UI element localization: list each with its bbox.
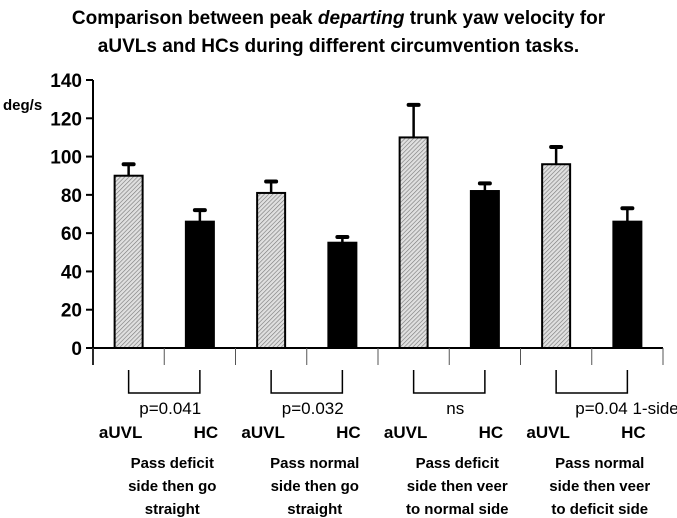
chart-title-line2: aUVLs and HCs during different circumven… [97, 36, 580, 57]
group-label: Pass deficit [131, 455, 214, 472]
series-label: HC [479, 423, 504, 442]
group-label: straight [145, 501, 200, 518]
significance-bracket [127, 370, 201, 394]
bar-auvl [113, 174, 144, 349]
series-label: aUVL [526, 423, 569, 442]
title-text: Comparison between peak [71, 8, 318, 29]
title-emphasis: departing [317, 8, 405, 29]
series-label: aUVL [384, 423, 427, 442]
series-label: aUVL [241, 423, 284, 442]
bar-hc [327, 241, 358, 349]
y-tick-label: 60 [61, 224, 82, 245]
series-label: HC [194, 423, 219, 442]
significance-bracket [555, 370, 629, 394]
significance-bracket [412, 370, 486, 394]
title-text: trunk yaw velocity for [404, 8, 606, 29]
p-value: p=0.04 1-sided [575, 399, 677, 418]
y-tick-label: 80 [61, 186, 82, 207]
group-label: Pass normal [270, 455, 359, 472]
significance-bracket [270, 370, 344, 394]
bar-hc [469, 190, 500, 349]
y-tick-label: 140 [50, 71, 82, 92]
series-label: HC [336, 423, 361, 442]
group-label: straight [287, 501, 342, 518]
p-value: p=0.032 [282, 399, 344, 418]
y-tick-label: 40 [61, 262, 82, 283]
y-tick-label: 100 [50, 148, 82, 169]
bar-auvl [398, 136, 429, 349]
group-label: side then veer [549, 478, 650, 495]
p-value: ns [446, 399, 464, 418]
y-tick-label: 120 [50, 109, 82, 130]
bar-hc [184, 220, 215, 350]
y-tick-label: 0 [71, 339, 82, 360]
group-label: Pass normal [555, 455, 644, 472]
group-label: side then veer [407, 478, 508, 495]
series-label: aUVL [99, 423, 142, 442]
bar-auvl [541, 163, 572, 349]
group-label: side then go [271, 478, 359, 495]
group-label: side then go [128, 478, 216, 495]
group-label: to deficit side [551, 501, 648, 518]
y-axis-label: deg/s [3, 97, 42, 114]
y-tick-label: 20 [61, 301, 82, 322]
group-label: to normal side [406, 501, 509, 518]
p-value: p=0.041 [139, 399, 201, 418]
chart-title-line1: Comparison between peak departing trunk … [0, 8, 677, 30]
series-label: HC [621, 423, 646, 442]
bar-hc [612, 220, 643, 350]
group-label: Pass deficit [416, 455, 499, 472]
bar-auvl [256, 191, 287, 349]
